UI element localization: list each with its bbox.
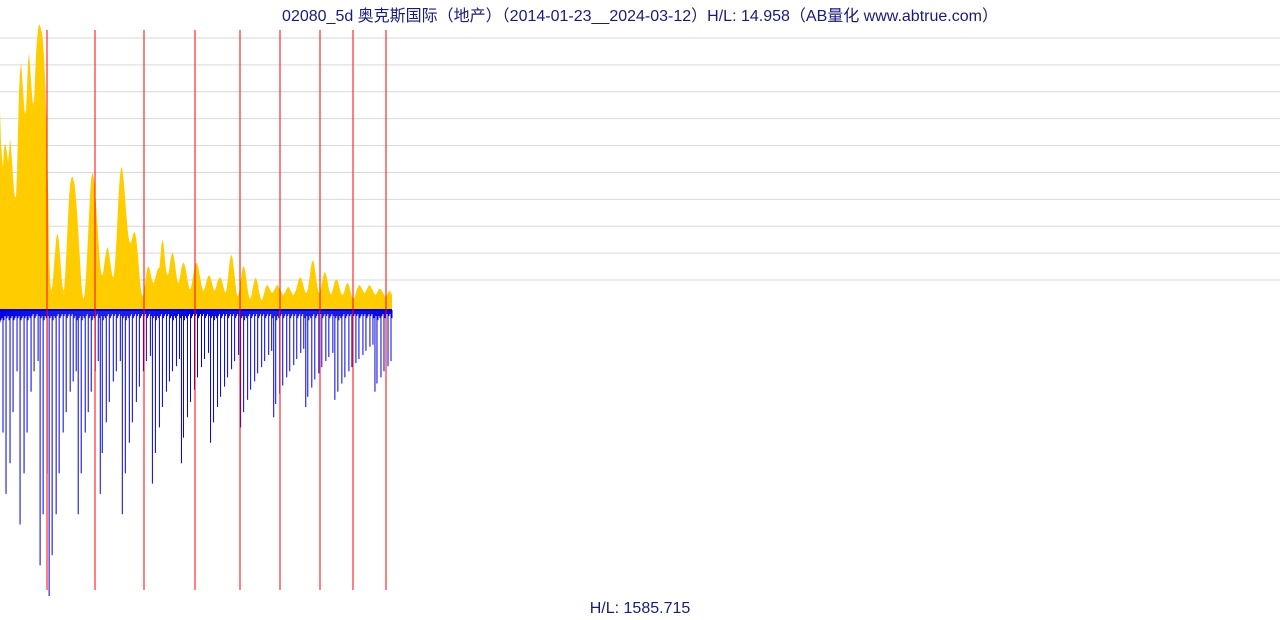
chart-title: 02080_5d 奥克斯国际（地产）（2014-01-23__2024-03-1… bbox=[0, 2, 1280, 26]
chart-footer: H/L: 1585.715 bbox=[0, 600, 1280, 618]
stock-chart: 02080_5d 奥克斯国际（地产）（2014-01-23__2024-03-1… bbox=[0, 0, 1280, 620]
chart-canvas bbox=[0, 0, 1280, 620]
upper-area-series bbox=[0, 24, 392, 310]
grid-lines bbox=[0, 38, 1280, 280]
lower-bar-series bbox=[0, 310, 392, 596]
